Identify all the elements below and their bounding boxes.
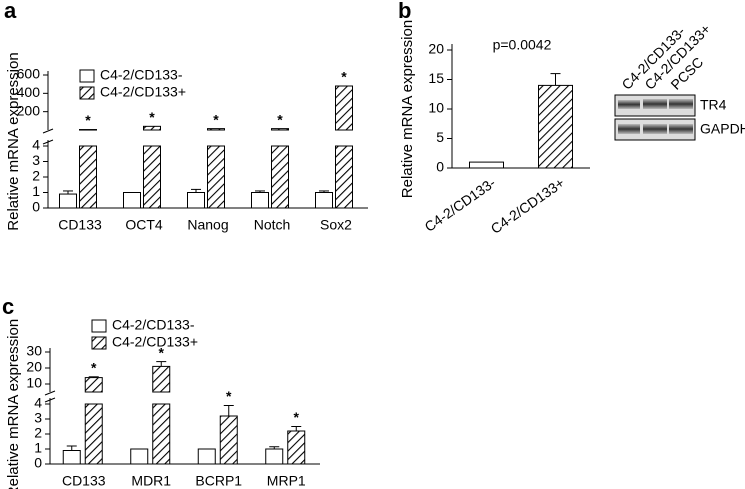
panel-label: c	[2, 294, 14, 319]
bar	[79, 129, 97, 131]
x-tick-label: C4-2/CD133-	[422, 174, 499, 235]
bar	[62, 450, 81, 465]
significance-star: *	[341, 69, 347, 85]
y-tick-label: 2	[32, 168, 40, 184]
legend-label: C4-2/CD133-	[100, 67, 183, 83]
blot-band	[618, 100, 640, 109]
y-tick-label: 20	[26, 359, 42, 375]
significance-star: *	[226, 388, 232, 404]
x-tick-label: MRP1	[267, 473, 306, 489]
x-tick-label: OCT4	[125, 217, 163, 233]
y-tick-label: 200	[17, 102, 41, 118]
bar	[123, 192, 141, 209]
significance-star: *	[213, 111, 219, 127]
blot-row-label: TR4	[700, 97, 727, 113]
bar	[265, 448, 284, 465]
legend-label: C4-2/CD133+	[112, 334, 198, 350]
significance-star: *	[277, 111, 283, 127]
bar	[271, 128, 289, 131]
legend-swatch	[91, 319, 107, 333]
y-tick-label: 400	[17, 84, 41, 100]
significance-star: *	[294, 409, 300, 425]
x-tick-label: Nanog	[187, 217, 228, 233]
bar	[84, 377, 103, 393]
axis-break	[42, 139, 54, 145]
legend-label: C4-2/CD133-	[112, 317, 195, 333]
y-tick-label: 0	[34, 455, 42, 471]
y-tick-label: 15	[428, 70, 444, 86]
significance-star: *	[159, 344, 165, 360]
bar	[143, 145, 161, 209]
bar	[84, 403, 103, 465]
y-axis-label: Relative mRNA expression	[5, 319, 22, 489]
y-tick-label: 5	[436, 129, 444, 145]
bar	[207, 145, 225, 209]
blot-band	[643, 99, 667, 109]
x-tick-label: MDR1	[131, 473, 171, 489]
bar	[335, 85, 353, 131]
y-tick-label: 10	[428, 100, 444, 116]
x-tick-label: CD133	[62, 473, 106, 489]
bar	[143, 125, 161, 131]
axis-break	[42, 128, 54, 134]
axis-break	[44, 390, 56, 396]
y-tick-label: 0	[32, 199, 40, 215]
blot-band	[669, 124, 693, 134]
bar	[187, 192, 205, 209]
y-tick-label: 4	[34, 395, 42, 411]
legend-swatch	[91, 336, 107, 350]
significance-star: *	[149, 109, 155, 125]
blot-band	[669, 99, 693, 109]
significance-star: *	[91, 360, 97, 376]
blot-band	[618, 124, 640, 134]
x-tick-label: Notch	[254, 217, 291, 233]
blot-band	[643, 124, 667, 134]
y-tick-label: 30	[26, 343, 42, 359]
bar	[287, 430, 306, 465]
y-tick-label: 600	[17, 66, 41, 82]
panel-label: b	[398, 0, 411, 23]
y-tick-label: 0	[436, 159, 444, 175]
y-tick-label: 2	[34, 425, 42, 441]
x-tick-label: Sox2	[320, 217, 352, 233]
bar	[538, 84, 573, 169]
y-tick-label: 10	[26, 375, 42, 391]
x-tick-label: C4-2/CD133+	[488, 174, 568, 236]
bar	[271, 145, 289, 209]
x-tick-label: CD133	[58, 217, 102, 233]
bar	[219, 415, 238, 465]
bar	[59, 193, 77, 209]
y-tick-label: 3	[34, 410, 42, 426]
p-value: p=0.0042	[493, 37, 552, 53]
bar	[79, 145, 97, 209]
y-axis-label: Relative mRNA expression	[399, 20, 416, 198]
blot-row-label: GAPDH	[700, 121, 745, 137]
y-tick-label: 1	[34, 440, 42, 456]
bar	[251, 192, 269, 209]
legend-swatch	[79, 69, 95, 83]
bar	[197, 448, 216, 465]
bar	[469, 161, 504, 169]
panel-label: a	[4, 0, 17, 23]
legend-swatch	[79, 86, 95, 100]
bar	[152, 365, 171, 393]
bar	[152, 403, 171, 465]
legend-label: C4-2/CD133+	[100, 84, 186, 100]
x-tick-label: BCRP1	[195, 473, 242, 489]
axis-break	[44, 397, 56, 403]
bar	[335, 145, 353, 209]
bar	[207, 128, 225, 131]
y-axis-label: Relative mRNA expression	[5, 52, 22, 230]
y-tick-label: 1	[32, 183, 40, 199]
bar	[315, 192, 333, 209]
significance-star: *	[85, 112, 91, 128]
y-tick-label: 3	[32, 152, 40, 168]
y-tick-label: 4	[32, 137, 40, 153]
y-tick-label: 20	[428, 41, 444, 57]
bar	[130, 448, 149, 465]
